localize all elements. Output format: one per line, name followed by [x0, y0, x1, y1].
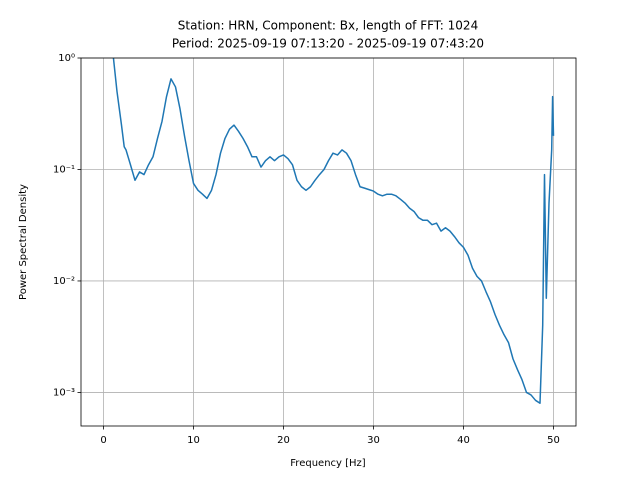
x-axis-label: Frequency [Hz]: [290, 458, 366, 469]
y-tick-label: 10⁻¹: [53, 164, 75, 175]
y-axis-label: Power Spectral Density: [18, 184, 29, 300]
x-tick-label: 0: [100, 435, 106, 446]
plot-area: [112, 58, 555, 404]
x-tick-label: 30: [367, 435, 380, 446]
x-tick-label: 40: [457, 435, 470, 446]
grid: [81, 57, 576, 426]
data-line: [112, 58, 555, 404]
chart-title: Station: HRN, Component: Bx, length of F…: [178, 19, 478, 33]
y-tick-label: 10⁰: [58, 53, 75, 64]
x-tick-label: 50: [547, 435, 560, 446]
x-tick-label: 10: [187, 435, 200, 446]
chart-subtitle: Period: 2025-09-19 07:13:20 - 2025-09-19…: [172, 37, 484, 51]
y-tick-label: 10⁻²: [53, 276, 75, 287]
axes-frame: [80, 57, 577, 427]
y-tick-label: 10⁻³: [53, 387, 75, 398]
x-tick-label: 20: [277, 435, 290, 446]
